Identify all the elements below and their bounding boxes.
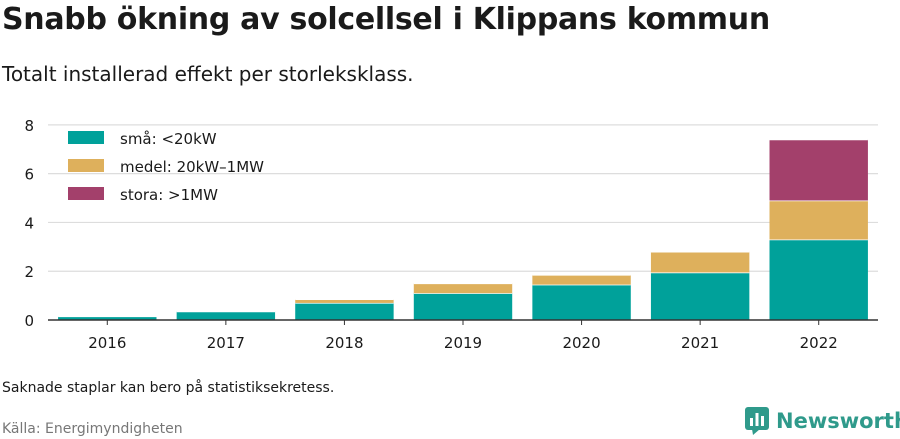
- bar-segment: [176, 311, 276, 320]
- x-tick-label: 2017: [207, 334, 245, 352]
- x-tick-label: 2016: [88, 334, 126, 352]
- x-axis-ticks: 2016 2017 2018 2019 2020 2021 2022: [88, 320, 838, 352]
- bar-segment: [769, 200, 868, 240]
- bar-segment: [532, 284, 631, 320]
- y-tick-label: 6: [24, 166, 34, 184]
- y-tick-label: 8: [24, 117, 34, 135]
- x-tick-label: 2022: [800, 334, 838, 352]
- bar-segment: [413, 283, 513, 294]
- y-tick-label: 0: [24, 312, 34, 330]
- bar-segment: [769, 139, 868, 201]
- x-tick-label: 2021: [681, 334, 719, 352]
- chart-title: Snabb ökning av solcellsel i Klippans ko…: [2, 2, 770, 37]
- y-tick-label: 4: [24, 214, 34, 232]
- x-tick-label: 2019: [444, 334, 482, 352]
- bars: [58, 138, 868, 320]
- legend-swatch: [68, 187, 104, 200]
- footnote: Saknade staplar kan bero på statistiksek…: [2, 380, 335, 396]
- chart-subtitle: Totalt installerad effekt per storlekskl…: [2, 62, 414, 86]
- bar-segment: [650, 251, 750, 273]
- newsworthy-logo-icon: [745, 407, 769, 435]
- legend-swatch: [68, 131, 104, 144]
- bar-segment: [769, 239, 868, 320]
- bar-segment: [295, 299, 394, 303]
- legend-swatch: [68, 159, 104, 172]
- source-credit: Källa: Energimyndigheten: [2, 421, 183, 437]
- bar-segment: [532, 274, 631, 285]
- x-tick-label: 2018: [325, 334, 363, 352]
- legend-label: små: <20kW: [120, 130, 217, 148]
- bar-segment: [650, 272, 750, 320]
- bar-segment: [413, 293, 513, 320]
- x-tick-label: 2020: [562, 334, 600, 352]
- brand-name: Newsworthy: [776, 409, 900, 433]
- newsworthy-logo: Newsworthy: [744, 406, 900, 436]
- legend-label: stora: >1MW: [120, 186, 218, 204]
- y-axis-ticks: 0 2 4 6 8: [24, 117, 34, 330]
- bar-segment: [295, 302, 394, 320]
- bar-segment: [58, 316, 157, 320]
- stacked-bar-chart: 0 2 4 6 8 2016 2017 2018 2019 2020 2021 2022 små: …: [24, 117, 878, 352]
- legend: små: <20kW medel: 20kW–1MW stora: >1MW: [68, 130, 264, 204]
- y-tick-label: 2: [24, 263, 34, 281]
- legend-label: medel: 20kW–1MW: [120, 158, 264, 176]
